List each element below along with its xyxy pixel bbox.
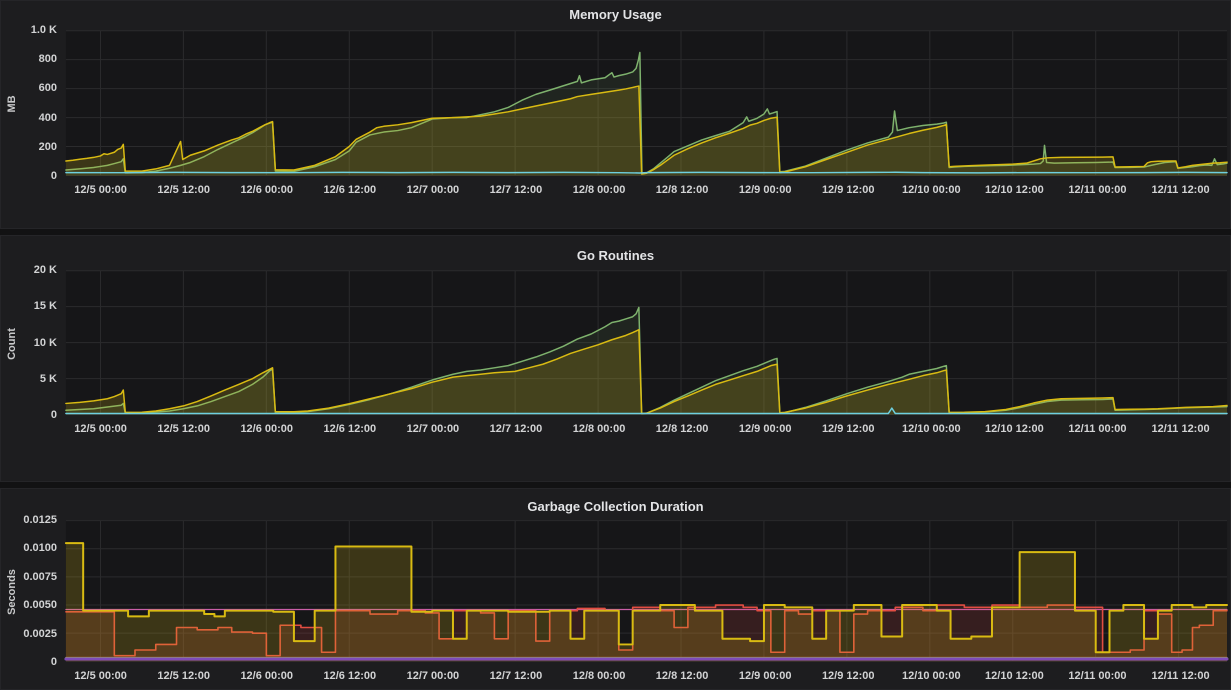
series-fill-yellow — [65, 86, 1228, 176]
x-tick-label: 12/8 00:00 — [572, 184, 626, 196]
y-tick-label: 0.0025 — [23, 627, 57, 640]
y-tick-label: 0 — [50, 656, 57, 668]
x-tick-label: 12/11 00:00 — [1068, 423, 1127, 435]
series-line-yellow — [65, 85, 1228, 175]
y-tick-label: 400 — [38, 111, 57, 124]
series-fill-red — [65, 605, 1228, 662]
plot-background — [65, 520, 1228, 662]
x-tick-label: 12/11 12:00 — [1151, 423, 1210, 435]
x-tick-label: 12/6 00:00 — [240, 423, 294, 435]
x-tick-label: 12/10 00:00 — [901, 184, 961, 196]
x-tick-label: 12/6 00:00 — [240, 670, 294, 682]
y-tick-label: 10 K — [33, 336, 57, 349]
panel-memory-usage: Memory Usage MB 0 200 400 600 800 1.0 K 12/5 0… — [0, 0, 1231, 229]
chart-plot-area[interactable] — [1, 1, 1230, 228]
x-tick-label: 12/8 00:00 — [572, 670, 626, 682]
plot-background — [65, 30, 1228, 176]
y-tick-label: 0.0125 — [23, 514, 57, 526]
x-tick-label: 12/5 12:00 — [157, 184, 210, 196]
y-tick-label: 15 K — [33, 300, 57, 313]
x-tick-label: 12/9 12:00 — [821, 423, 875, 435]
series-fill-green — [65, 52, 1228, 176]
y-tick-label: 600 — [38, 82, 57, 95]
y-tick-label: 0.0100 — [23, 542, 57, 555]
x-tick-label: 12/5 00:00 — [74, 184, 127, 196]
y-tick-label: 5 K — [39, 372, 57, 385]
x-tick-label: 12/8 12:00 — [655, 670, 709, 682]
x-tick-label: 12/9 12:00 — [821, 670, 875, 682]
x-tick-label: 12/7 00:00 — [406, 184, 460, 196]
x-tick-label: 12/7 12:00 — [489, 184, 543, 196]
y-tick-label: 0 — [50, 409, 57, 421]
x-tick-label: 12/10 12:00 — [985, 184, 1044, 196]
series-line-yellow — [64, 542, 1229, 654]
x-tick-label: 12/9 00:00 — [738, 184, 792, 196]
chart-plot-area[interactable] — [1, 489, 1230, 689]
x-tick-label: 12/7 12:00 — [489, 423, 543, 435]
x-tick-label: 12/6 00:00 — [240, 184, 294, 196]
y-tick-label: 0.0075 — [23, 570, 57, 583]
series-line-light-blue — [65, 171, 1228, 174]
series-fill-yellow — [65, 543, 1228, 662]
x-tick-label: 12/9 00:00 — [738, 670, 792, 682]
x-tick-label: 12/11 00:00 — [1068, 670, 1127, 682]
x-tick-label: 12/11 12:00 — [1151, 670, 1210, 682]
x-tick-label: 12/8 12:00 — [655, 423, 709, 435]
y-tick-label: 200 — [38, 140, 57, 153]
panel-title-garbage-collection-duration[interactable]: Garbage Collection Duration — [527, 499, 704, 514]
x-tick-label: 12/5 12:00 — [157, 423, 210, 435]
y-tick-label: 800 — [38, 53, 57, 66]
x-tick-label: 12/5 12:00 — [157, 670, 210, 682]
x-tick-label: 12/11 12:00 — [1151, 184, 1210, 196]
x-tick-label: 12/11 00:00 — [1068, 184, 1127, 196]
x-tick-label: 12/6 12:00 — [323, 670, 377, 682]
x-tick-label: 12/10 00:00 — [901, 670, 961, 682]
series-line-light-blue — [65, 407, 1228, 415]
panel-title-memory-usage[interactable]: Memory Usage — [569, 7, 662, 22]
x-tick-label: 12/7 12:00 — [489, 670, 543, 682]
y-tick-label: 20 K — [33, 264, 57, 276]
x-tick-label: 12/9 00:00 — [738, 423, 792, 435]
x-tick-label: 12/10 00:00 — [901, 423, 961, 435]
x-tick-label: 12/7 00:00 — [406, 670, 460, 682]
x-tick-label: 12/8 00:00 — [572, 423, 626, 435]
x-tick-label: 12/10 12:00 — [985, 670, 1044, 682]
x-tick-label: 12/9 12:00 — [821, 184, 875, 196]
x-tick-label: 12/6 12:00 — [323, 423, 377, 435]
x-tick-label: 12/6 12:00 — [323, 184, 377, 196]
panel-garbage-collection-duration: Garbage Collection Duration Seconds 0 0.0… — [0, 488, 1231, 690]
x-tick-label: 12/5 00:00 — [74, 423, 127, 435]
y-tick-label: 0 — [50, 170, 57, 182]
y-tick-label: 1.0 K — [30, 24, 57, 36]
y-tick-label: 0.0050 — [23, 599, 57, 612]
y-axis-unit-label: MB — [6, 95, 18, 113]
x-tick-label: 12/5 00:00 — [74, 670, 127, 682]
x-tick-label: 12/8 12:00 — [655, 184, 709, 196]
series-fill-green — [65, 307, 1228, 415]
chart-plot-area[interactable] — [1, 236, 1230, 481]
panel-title-go-routines[interactable]: Go Routines — [576, 248, 655, 263]
series-fill-yellow — [65, 329, 1228, 415]
x-tick-label: 12/10 12:00 — [985, 423, 1044, 435]
x-tick-label: 12/7 00:00 — [406, 423, 460, 435]
